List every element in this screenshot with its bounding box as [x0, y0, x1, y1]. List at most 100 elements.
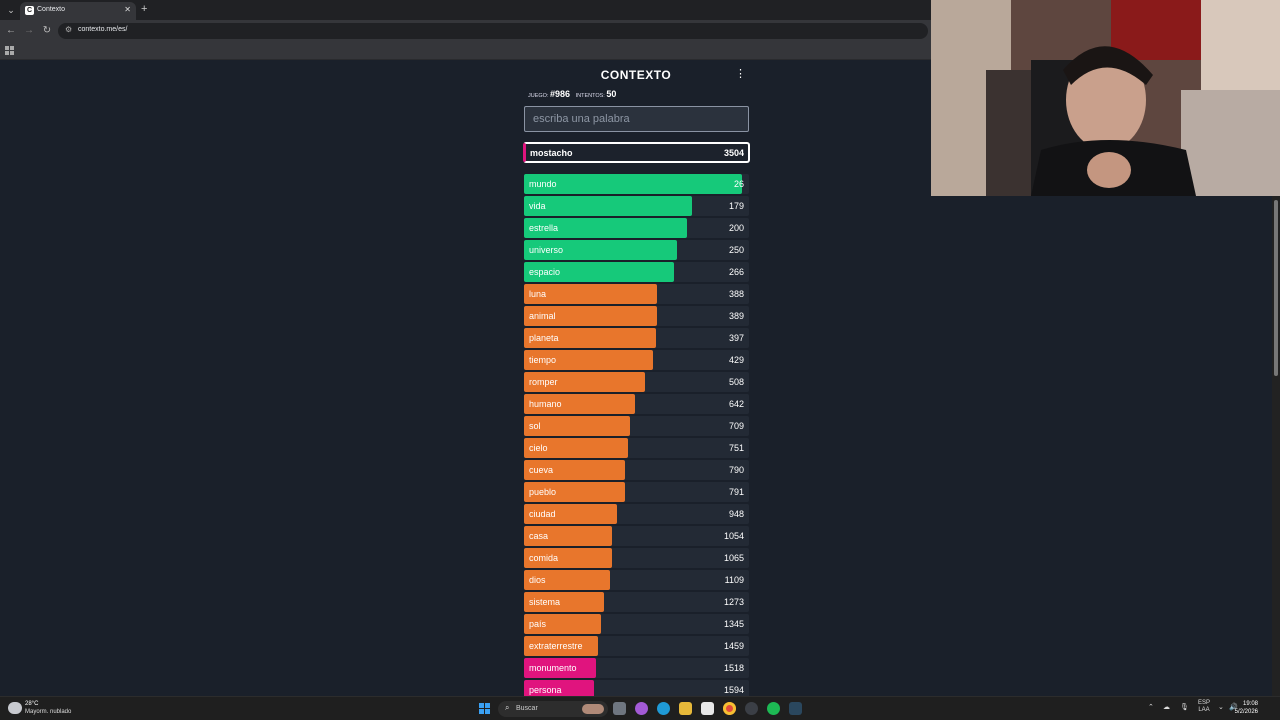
guess-proximity-bar [524, 482, 625, 502]
guess-word: animal [529, 311, 556, 321]
game-number: #986 [550, 89, 571, 99]
guess-word: universo [529, 245, 564, 255]
guess-word: comida [529, 553, 559, 563]
lang-line2: LAA [1198, 707, 1210, 713]
guess-proximity-bar [524, 394, 635, 414]
guess-rank: 1594 [723, 685, 744, 695]
search-label: Buscar [516, 705, 538, 712]
favicon-icon: C [25, 6, 34, 15]
guess-word: casa [529, 531, 549, 541]
guess-proximity-bar [524, 328, 656, 348]
attempts-label: intentos: [575, 93, 605, 99]
file-explorer-icon[interactable] [679, 702, 692, 715]
weather-desc: Mayorm. nublado [25, 709, 72, 715]
guess-proximity-bar [524, 526, 612, 546]
more-options-icon[interactable]: ⋮ [735, 68, 746, 80]
scrollbar-thumb[interactable] [1274, 200, 1278, 376]
guess-word: humano [529, 399, 562, 409]
page-scrollbar[interactable] [1272, 196, 1280, 696]
search-icon: ⌕ [505, 703, 510, 712]
guess-row: pueblo 791 [524, 482, 749, 502]
forward-icon[interactable]: → [24, 25, 34, 36]
guess-row: tiempo 429 [524, 350, 749, 370]
guess-row: luna 388 [524, 284, 749, 304]
guess-word: país [529, 619, 547, 629]
apps-grid-icon[interactable] [5, 46, 14, 55]
task-view-icon[interactable] [613, 702, 626, 715]
onedrive-icon[interactable]: ☁ [1163, 704, 1170, 711]
guess-proximity-bar [524, 174, 742, 194]
guess-word: monumento [529, 663, 577, 673]
tray-chevron-icon[interactable]: ⌃ [1148, 704, 1154, 711]
guess-rank: 508 [728, 377, 744, 387]
clock-time: 19:08 [1242, 701, 1258, 707]
guess-input[interactable] [524, 106, 749, 132]
taskbar-search[interactable]: ⌕ Buscar [498, 701, 608, 717]
volume-icon[interactable]: 🔊 [1229, 704, 1238, 711]
guess-word: sol [529, 421, 541, 431]
windows-taskbar: 28°C Mayorm. nublado ⌕ Buscar ⌃ ☁ 🎙 ESP L… [0, 696, 1280, 720]
guess-proximity-bar [524, 548, 612, 568]
store-icon[interactable] [701, 702, 714, 715]
guess-rank: 751 [728, 443, 744, 453]
clock[interactable]: 19:08 5/2/2026 [1235, 700, 1258, 716]
reload-icon[interactable]: ↻ [42, 25, 52, 36]
spotify-icon[interactable] [767, 702, 780, 715]
guess-word: tiempo [529, 355, 557, 365]
guess-word: luna [529, 289, 547, 299]
guess-row: comida 1065 [524, 548, 749, 568]
guess-proximity-bar [524, 218, 687, 238]
guess-proximity-bar [524, 658, 596, 678]
copilot-icon[interactable] [635, 702, 648, 715]
guess-row: espacio 266 [524, 262, 749, 282]
guess-row: humano 642 [524, 394, 749, 414]
guess-rank: 1345 [723, 619, 744, 629]
guess-rank: 1273 [723, 597, 744, 607]
mic-icon[interactable]: 🎙 [1180, 704, 1189, 711]
language-indicator[interactable]: ESP LAA [1198, 700, 1210, 714]
url-text[interactable]: contexto.me/es/ [78, 26, 128, 33]
guess-word: extraterrestre [529, 641, 583, 651]
back-icon[interactable]: ← [6, 25, 16, 36]
guess-rank: 429 [728, 355, 744, 365]
game-stats: juego: #986 intentos: 50 [528, 89, 620, 99]
guess-rank: 26 [733, 179, 744, 189]
tab-search-icon[interactable]: ⌄ [7, 5, 15, 15]
search-highlight-image [582, 704, 604, 714]
lang-line1: ESP [1198, 700, 1211, 706]
windows-start-icon[interactable] [479, 703, 491, 715]
guess-word: ciudad [529, 509, 556, 519]
guess-proximity-bar [524, 614, 601, 634]
guess-rank: 1518 [723, 663, 744, 673]
guess-rank: 179 [728, 201, 744, 211]
close-tab-icon[interactable]: ✕ [124, 5, 131, 14]
site-info-icon[interactable]: ⚙ [65, 25, 73, 34]
guess-proximity-bar [524, 680, 594, 700]
guess-word: mundo [529, 179, 557, 189]
guess-row: extraterrestre 1459 [524, 636, 749, 656]
guess-rank: 266 [728, 267, 744, 277]
guess-row: sistema 1273 [524, 592, 749, 612]
steam-icon[interactable] [789, 702, 802, 715]
guess-word: espacio [529, 267, 561, 277]
guess-rank: 388 [728, 289, 744, 299]
guess-word: planeta [529, 333, 559, 343]
guess-word: vida [529, 201, 546, 211]
wifi-icon[interactable]: ⌄ [1218, 704, 1224, 711]
guess-row: romper 508 [524, 372, 749, 392]
new-tab-button[interactable]: + [141, 3, 148, 15]
guess-rank: 791 [728, 487, 744, 497]
guess-word: cielo [529, 443, 548, 453]
guess-row: sol 709 [524, 416, 749, 436]
steam-sync-icon[interactable] [745, 702, 758, 715]
guess-rank: 1109 [724, 575, 744, 585]
chrome-icon[interactable] [723, 702, 736, 715]
browser-tab[interactable]: C Contexto ✕ [20, 2, 136, 20]
address-bar[interactable]: ⚙ contexto.me/es/ [58, 23, 928, 39]
webcam-overlay [931, 0, 1280, 196]
guess-row: estrella 200 [524, 218, 749, 238]
guess-row: vida 179 [524, 196, 749, 216]
cloud-icon [8, 702, 22, 714]
edge-icon[interactable] [657, 702, 670, 715]
guess-word: dios [529, 575, 546, 585]
